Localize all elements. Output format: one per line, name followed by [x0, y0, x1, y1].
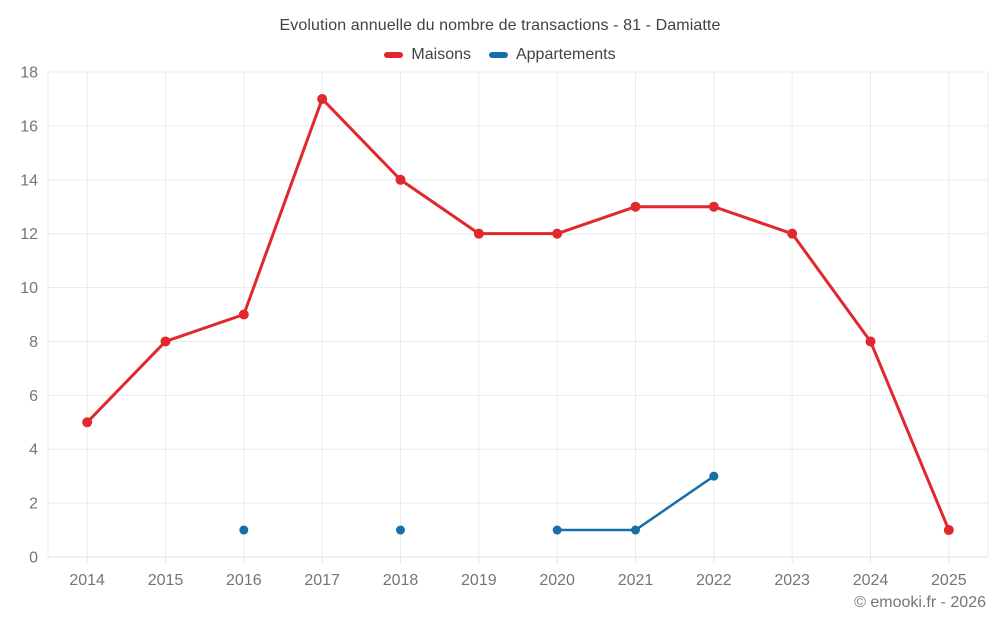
data-point-appartements-2021 [631, 525, 640, 535]
svg-text:2025: 2025 [931, 572, 967, 589]
y-axis-labels: 0 2 4 6 8 10 12 14 16 18 [20, 65, 38, 567]
chart-title: Evolution annuelle du nombre de transact… [279, 17, 721, 34]
legend-item-appartements[interactable]: Appartements [488, 46, 616, 64]
svg-text:2022: 2022 [696, 572, 732, 589]
svg-text:2021: 2021 [618, 572, 654, 589]
svg-text:12: 12 [20, 226, 38, 243]
legend-label-appartements: Appartements [515, 46, 616, 63]
svg-text:18: 18 [20, 65, 38, 82]
copyright-text: © emooki.fr - 2026 [854, 594, 986, 611]
data-point-maisons-2024 [865, 336, 876, 347]
svg-text:14: 14 [20, 172, 38, 189]
series-appartements [239, 471, 719, 535]
legend-swatch-appartements-icon [488, 52, 508, 58]
data-point-maisons-2021 [630, 201, 641, 212]
svg-text:6: 6 [29, 388, 38, 405]
svg-text:0: 0 [29, 550, 38, 567]
svg-text:2018: 2018 [383, 572, 419, 589]
data-point-maisons-2020 [552, 228, 563, 239]
svg-text:2016: 2016 [226, 572, 262, 589]
svg-text:2023: 2023 [774, 572, 810, 589]
data-point-maisons-2014 [82, 417, 93, 428]
data-point-appartements-2020 [552, 525, 562, 535]
data-point-maisons-2015 [160, 336, 171, 347]
svg-text:2020: 2020 [539, 572, 575, 589]
grid-lines [47, 71, 989, 563]
svg-text:16: 16 [20, 118, 38, 135]
data-point-appartements-2022 [709, 471, 719, 481]
series-maisons [82, 93, 954, 536]
data-point-maisons-2017 [317, 93, 328, 104]
svg-text:2017: 2017 [304, 572, 340, 589]
legend-item-maisons[interactable]: Maisons [384, 46, 471, 64]
data-point-maisons-2019 [473, 228, 484, 239]
x-axis-labels: 2014 2015 2016 2017 2018 2019 2020 2021 2022 2023… [69, 572, 966, 589]
data-point-maisons-2018 [395, 174, 406, 185]
svg-text:2024: 2024 [853, 572, 889, 589]
data-point-maisons-2022 [708, 201, 719, 212]
legend-swatch-maisons-icon [384, 52, 404, 58]
svg-text:4: 4 [29, 442, 38, 459]
svg-text:2014: 2014 [69, 572, 105, 589]
data-point-maisons-2025 [943, 525, 954, 536]
data-point-appartements-2016 [239, 525, 249, 535]
legend-label-maisons: Maisons [411, 46, 471, 63]
chart-legend: Maisons Appartements [0, 46, 1000, 64]
data-point-appartements-2018 [396, 525, 405, 535]
data-point-maisons-2023 [787, 228, 798, 239]
svg-text:8: 8 [29, 334, 38, 351]
svg-text:2019: 2019 [461, 572, 497, 589]
svg-text:2015: 2015 [148, 572, 184, 589]
svg-text:2: 2 [29, 496, 38, 513]
svg-text:10: 10 [20, 280, 38, 297]
data-point-maisons-2016 [238, 309, 249, 320]
